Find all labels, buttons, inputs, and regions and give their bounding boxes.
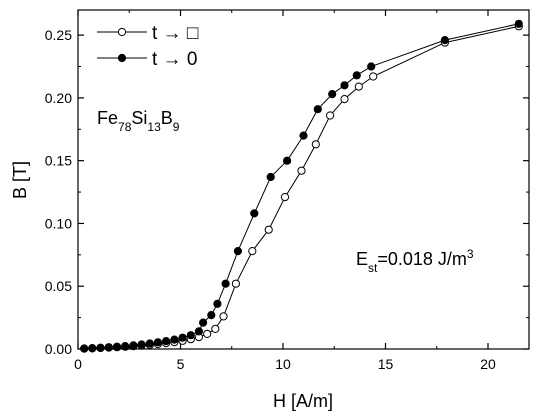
annotation-part: 13 xyxy=(147,120,161,134)
data-point xyxy=(199,318,208,327)
data-point xyxy=(326,111,335,120)
data-point xyxy=(221,279,230,288)
x-axis-label: H [A/m] xyxy=(273,391,333,411)
data-point xyxy=(440,36,449,45)
annotation-part: Fe xyxy=(97,108,118,128)
data-point xyxy=(145,339,154,348)
x-tick-label: 5 xyxy=(177,356,185,372)
data-point xyxy=(369,72,378,81)
series-2 xyxy=(80,19,523,353)
data-point xyxy=(213,299,222,308)
annotation-part: B xyxy=(161,108,173,128)
data-point xyxy=(162,337,171,346)
data-point xyxy=(266,172,275,182)
legend: t → □ t → 0 xyxy=(97,23,199,70)
y-tick-label: 0.10 xyxy=(45,215,72,231)
data-point xyxy=(340,95,349,104)
annotation-part: st xyxy=(368,261,378,275)
x-tick-label: 10 xyxy=(275,356,291,372)
data-point xyxy=(328,90,337,99)
data-point xyxy=(264,225,273,234)
annotation-part: 3 xyxy=(467,247,474,261)
data-point xyxy=(354,82,363,91)
data-point xyxy=(231,279,240,288)
data-point xyxy=(233,247,242,256)
data-point xyxy=(104,343,113,352)
data-point xyxy=(313,105,322,114)
data-point xyxy=(219,312,228,321)
data-point xyxy=(248,247,257,256)
axis-ticks: 0 5 10 15 20 0.00 0.05 0.10 0.15 0.20 0.25 xyxy=(45,10,529,372)
series-line xyxy=(84,25,519,350)
y-tick-label: 0.20 xyxy=(45,90,72,106)
data-point xyxy=(211,324,220,333)
data-point xyxy=(112,342,122,351)
annotation-part: E xyxy=(356,249,368,269)
data-point xyxy=(186,331,195,340)
y-tick-label: 0.25 xyxy=(45,27,72,43)
data-point xyxy=(88,344,97,353)
annotation-part: 78 xyxy=(118,120,132,134)
data-point xyxy=(194,327,203,336)
x-tick-label: 0 xyxy=(74,356,82,372)
legend-marker xyxy=(117,53,127,63)
data-point xyxy=(311,140,320,149)
annotation-part: Si xyxy=(131,108,147,128)
data-point xyxy=(280,193,290,202)
data-point xyxy=(250,209,259,218)
data-point xyxy=(367,62,376,71)
data-point xyxy=(352,71,361,80)
data-point xyxy=(137,340,146,349)
annotation-part: 9 xyxy=(173,120,180,134)
y-axis-label: B [T] xyxy=(10,161,30,199)
x-tick-label: 15 xyxy=(378,356,394,372)
plot-frame xyxy=(77,9,530,350)
series-1 xyxy=(80,22,523,353)
data-point xyxy=(297,166,306,175)
data-point xyxy=(121,342,130,351)
data-point xyxy=(153,338,162,347)
data-point xyxy=(80,344,89,353)
data-point xyxy=(170,335,179,344)
x-tick-label: 20 xyxy=(480,356,496,372)
data-point xyxy=(178,333,187,342)
composition-annotation: Fe78Si13B9 xyxy=(97,108,180,134)
data-point xyxy=(207,311,216,320)
data-point xyxy=(283,156,292,165)
y-tick-label: 0.05 xyxy=(45,278,72,294)
legend-label: t → □ xyxy=(152,23,199,44)
legend-label: t → 0 xyxy=(152,49,197,70)
data-point xyxy=(340,81,349,90)
y-tick-label: 0.00 xyxy=(45,341,72,357)
annotation-part: =0.018 J/m xyxy=(377,249,467,269)
y-tick-label: 0.15 xyxy=(45,153,72,169)
data-point xyxy=(129,341,138,350)
series-layer xyxy=(80,19,523,353)
data-point xyxy=(299,131,308,140)
legend-marker xyxy=(117,27,127,37)
data-point xyxy=(203,329,212,338)
data-point xyxy=(96,343,105,352)
data-point xyxy=(514,19,523,28)
series-line xyxy=(84,23,519,349)
energy-annotation: Est=0.018 J/m3 xyxy=(356,247,474,275)
